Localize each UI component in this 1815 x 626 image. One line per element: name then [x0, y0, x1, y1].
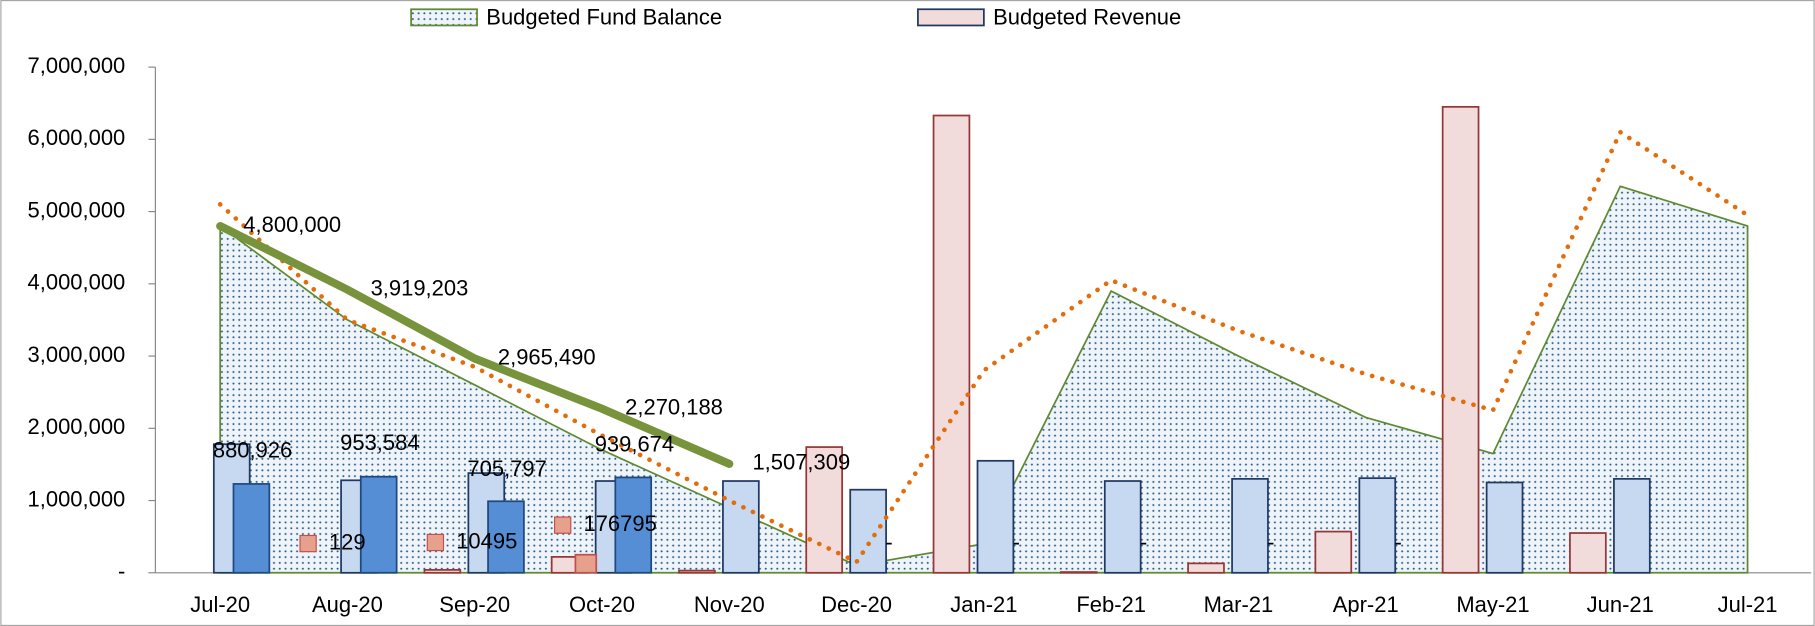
data-label: - [1140, 529, 1147, 554]
legend-label: Budgeted Revenue [993, 4, 1181, 29]
bar [1187, 562, 1225, 574]
legend-label: Budgeted Fund Balance [486, 4, 722, 29]
bar [722, 480, 760, 574]
x-tick-label: Jul-21 [1718, 592, 1778, 617]
x-tick-label: Aug-20 [312, 592, 383, 617]
data-label: 2,965,490 [498, 344, 596, 369]
data-label: - [1267, 529, 1274, 554]
bar [574, 553, 598, 574]
x-tick-label: Nov-20 [694, 592, 765, 617]
bar [1613, 477, 1651, 574]
legend-swatch [410, 8, 478, 27]
data-label: 10495 [456, 528, 517, 553]
x-tick-label: Jun-21 [1587, 592, 1654, 617]
data-label: 3,919,203 [371, 275, 469, 300]
y-tick-label: 4,000,000 [28, 270, 126, 295]
data-label: 2,270,188 [625, 395, 723, 420]
x-tick-label: Mar-21 [1204, 592, 1274, 617]
x-tick-label: Sep-20 [439, 592, 510, 617]
data-label: 953,584 [340, 430, 419, 455]
bar [423, 569, 462, 574]
y-tick-label: 3,000,000 [28, 342, 126, 367]
bar [805, 446, 843, 574]
bar [932, 114, 971, 574]
data-label: 176795 [584, 511, 657, 536]
data-label: 129 [329, 529, 366, 554]
data-label: 4,800,000 [243, 212, 341, 237]
y-tick-label: 2,000,000 [28, 414, 126, 439]
bar [1103, 480, 1142, 574]
bar [1231, 477, 1269, 574]
bar [359, 475, 398, 574]
y-tick-label: - [118, 559, 125, 584]
fund-balance-area [219, 185, 1749, 574]
x-tick-label: Oct-20 [569, 592, 635, 617]
marker [426, 533, 445, 552]
data-label: - [1394, 529, 1401, 554]
data-label: 939,674 [595, 431, 674, 456]
bar [1485, 481, 1524, 574]
y-tick-label: 7,000,000 [28, 53, 126, 78]
x-tick-label: Feb-21 [1076, 592, 1146, 617]
bar [1059, 571, 1098, 574]
bar [1358, 477, 1397, 574]
bar [1441, 105, 1480, 574]
bar [232, 483, 271, 574]
y-tick-label: 1,000,000 [28, 486, 126, 511]
bar [678, 569, 716, 574]
bar [849, 488, 887, 574]
bar [1314, 530, 1353, 574]
x-tick-label: Dec-20 [821, 592, 892, 617]
legend-swatch [917, 8, 985, 27]
y-tick-label: 5,000,000 [28, 197, 126, 222]
dotted-line [217, 128, 1750, 565]
marker [299, 534, 317, 553]
bar [976, 459, 1015, 574]
data-label: - [885, 529, 892, 554]
x-tick-label: Apr-21 [1333, 592, 1399, 617]
x-tick-label: Jul-20 [190, 592, 250, 617]
data-label: 880,926 [213, 438, 292, 463]
marker [554, 516, 572, 534]
bar [1569, 532, 1607, 574]
data-label: 1,507,309 [752, 450, 850, 475]
bar [614, 476, 653, 574]
actual-line [216, 221, 734, 468]
data-label: - [1013, 529, 1020, 554]
x-tick-label: Jan-21 [950, 592, 1017, 617]
y-tick-label: 6,000,000 [28, 125, 126, 150]
x-tick-label: May-21 [1456, 592, 1529, 617]
data-label: 705,797 [467, 456, 546, 481]
bar [487, 500, 525, 574]
